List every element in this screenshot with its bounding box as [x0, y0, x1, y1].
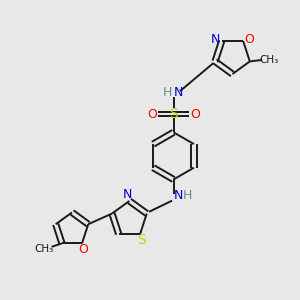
Text: O: O — [190, 108, 200, 121]
Text: H: H — [162, 86, 172, 99]
Text: CH₃: CH₃ — [260, 55, 279, 65]
Text: CH₃: CH₃ — [34, 244, 54, 254]
Text: O: O — [245, 33, 255, 46]
Text: S: S — [137, 233, 146, 248]
Text: O: O — [79, 243, 88, 256]
Text: N: N — [173, 189, 183, 202]
Text: S: S — [169, 107, 178, 121]
Text: O: O — [147, 108, 157, 121]
Text: H: H — [183, 189, 192, 202]
Text: N: N — [123, 188, 133, 201]
Text: N: N — [173, 86, 183, 99]
Text: N: N — [211, 33, 220, 46]
